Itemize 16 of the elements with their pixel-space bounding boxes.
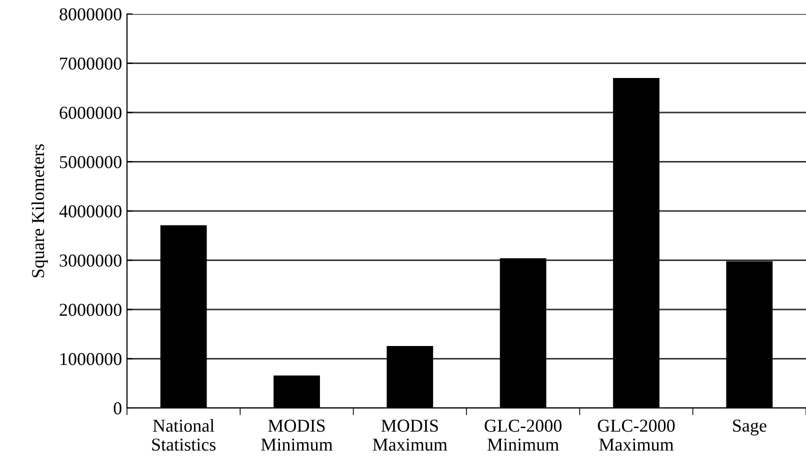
y-tick-label: 4000000 xyxy=(59,205,122,218)
x-tick-label: MODIS Maximum xyxy=(372,420,448,451)
y-tick-label: 7000000 xyxy=(60,58,122,70)
y-tick-label: 2000000 xyxy=(60,304,122,316)
y-tick-label: 0 xyxy=(114,402,122,414)
y-axis-title: Square Kilometers xyxy=(31,144,48,278)
y-tick-label: 6000000 xyxy=(60,106,122,119)
y-tick-label: 8000000 xyxy=(60,8,122,20)
x-tick-label: Sage xyxy=(733,420,766,436)
y-tick-label: 3000000 xyxy=(60,254,122,267)
x-tick-label: MODIS Minimum xyxy=(261,420,333,451)
x-tick-label: GLC-2000 Minimum xyxy=(484,420,562,451)
x-tick-label: National Statistics xyxy=(152,419,216,451)
x-tick-label: GLC-2000 Maximum xyxy=(598,420,675,451)
y-tick-label: 5000000 xyxy=(60,156,122,168)
y-tick-label: 1000000 xyxy=(60,353,122,366)
